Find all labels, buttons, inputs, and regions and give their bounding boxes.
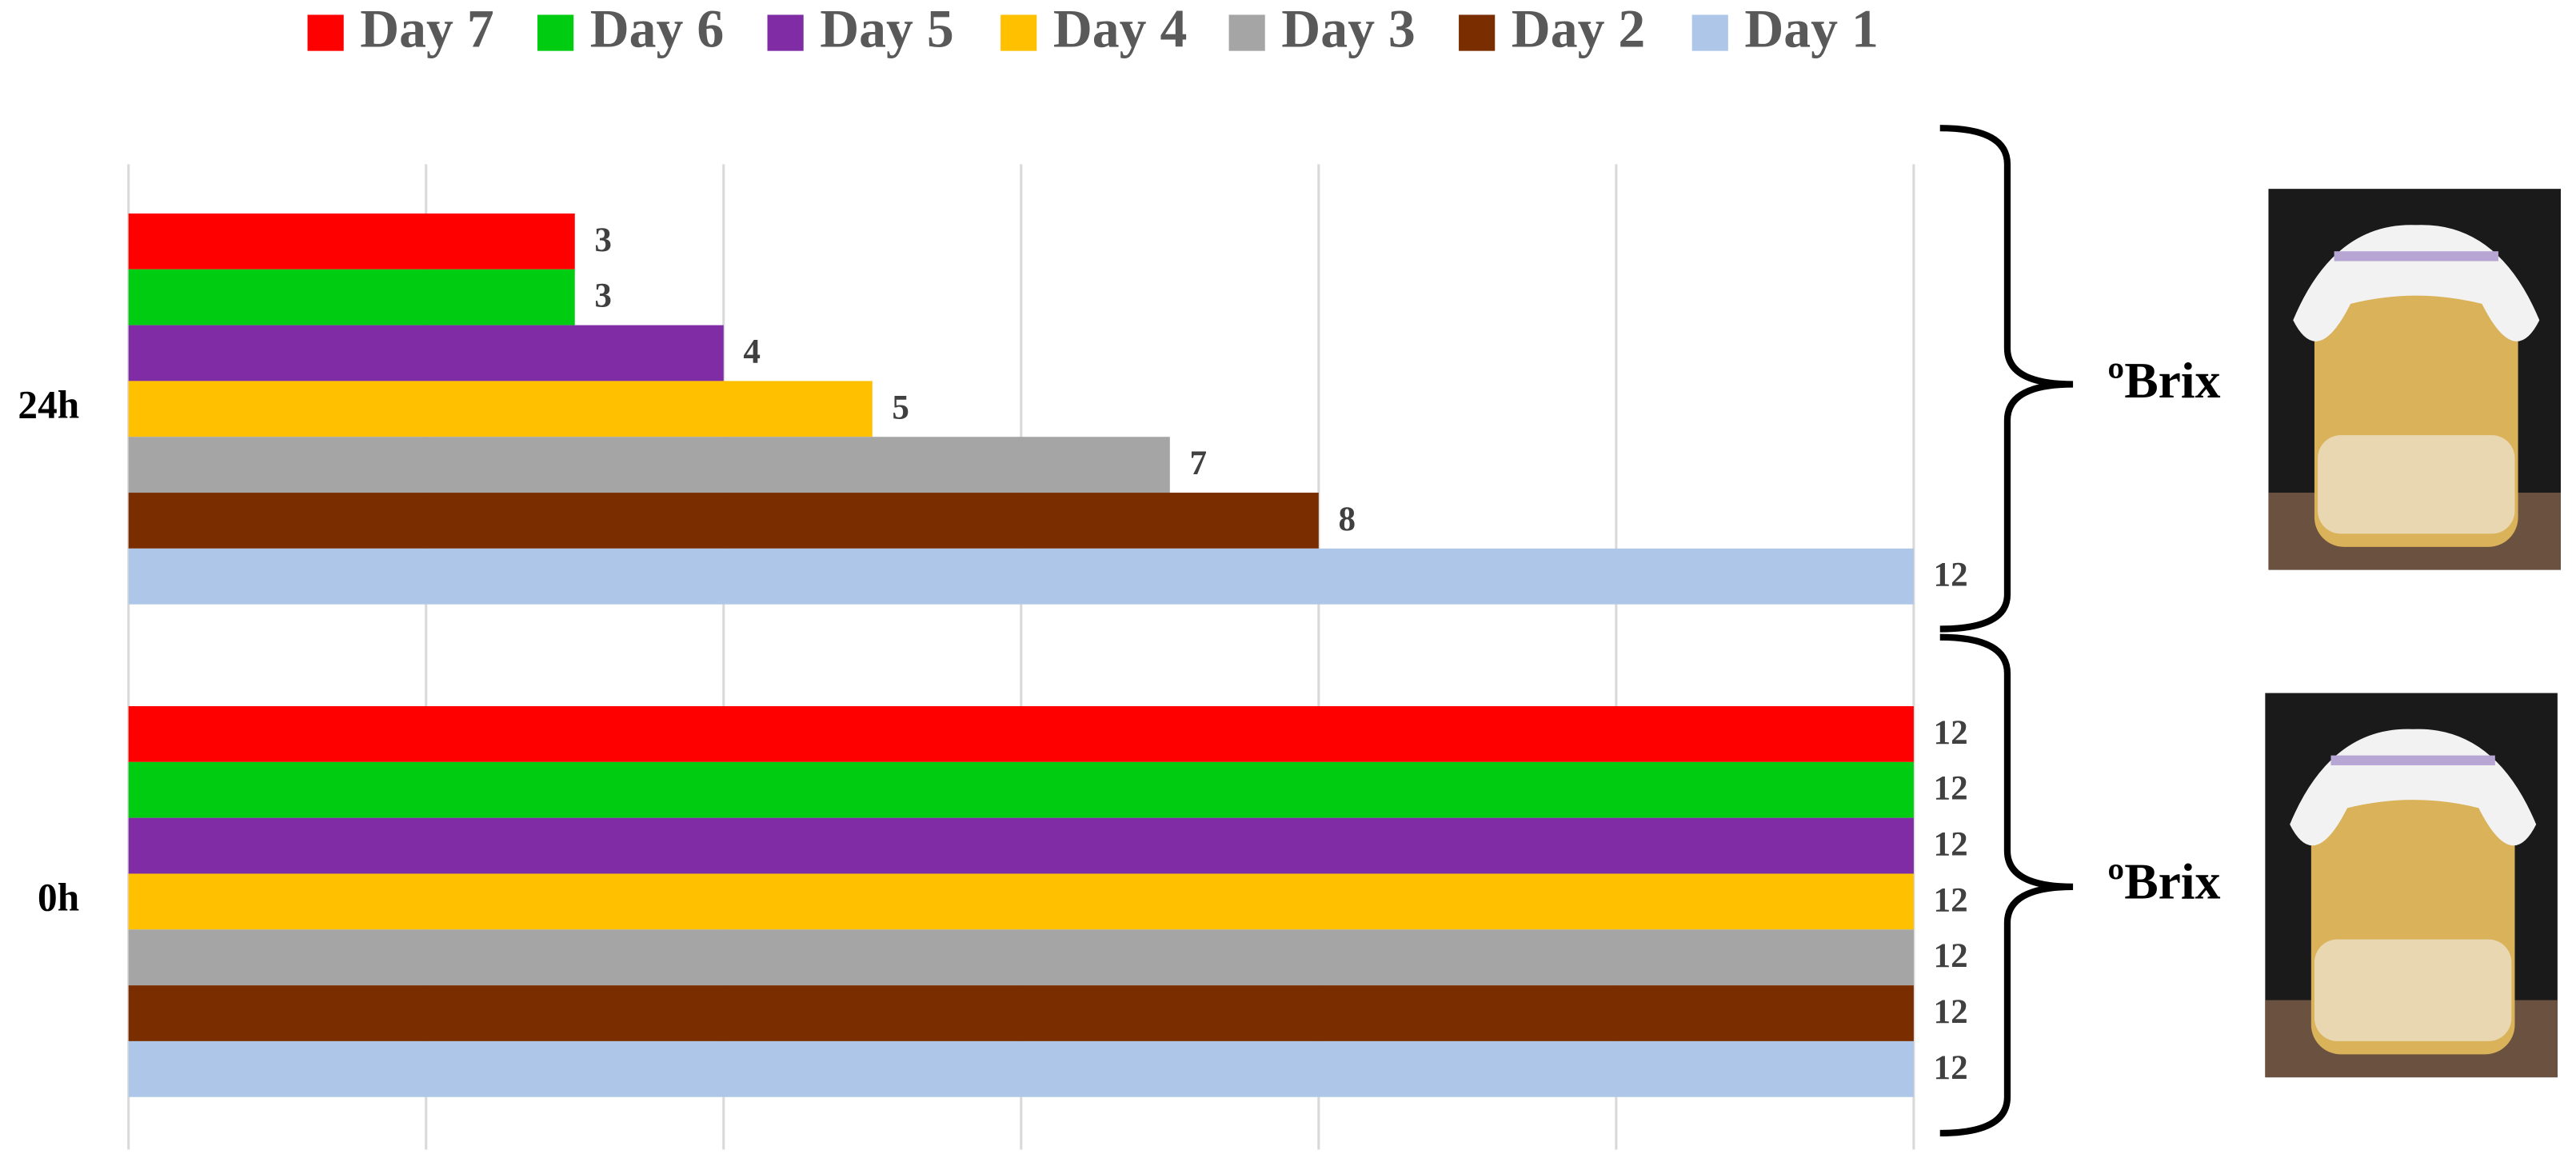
bar <box>128 269 575 325</box>
bar <box>128 548 1914 605</box>
data-label: 12 <box>1934 881 1968 919</box>
legend-swatch <box>1459 14 1496 51</box>
bar <box>128 325 724 381</box>
bar <box>128 213 575 270</box>
data-label: 12 <box>1934 993 1968 1031</box>
y-tick-label: 0h <box>38 876 79 920</box>
legend-label: Day 2 <box>1512 0 1646 59</box>
bar <box>128 437 1170 493</box>
bar <box>128 706 1914 762</box>
bar <box>128 873 1914 930</box>
data-label: 12 <box>1934 826 1968 864</box>
legend-label: Day 5 <box>820 0 954 59</box>
legend-label: Day 3 <box>1281 0 1416 59</box>
photo <box>2265 693 2558 1078</box>
legend-swatch <box>1691 14 1728 51</box>
data-label: 5 <box>892 389 909 426</box>
brace <box>1939 125 2074 1137</box>
data-label: 4 <box>743 333 761 370</box>
legend-swatch <box>1000 14 1037 51</box>
data-label: 12 <box>1934 714 1968 752</box>
data-label: 12 <box>1934 937 1968 975</box>
legend-label: Day 1 <box>1744 0 1879 59</box>
bar <box>128 381 873 437</box>
data-label: 7 <box>1189 445 1207 482</box>
legend-swatch <box>767 14 804 51</box>
legend-label: Day 4 <box>1053 0 1188 59</box>
photo <box>2268 189 2561 570</box>
bar <box>128 929 1914 986</box>
bar <box>128 1040 1914 1097</box>
bar <box>128 761 1914 818</box>
legend-swatch <box>537 14 574 51</box>
annotation: ºBrix <box>2107 352 2220 409</box>
data-label: 12 <box>1934 770 1968 808</box>
data-label: 8 <box>1338 501 1356 538</box>
data-label: 3 <box>594 278 612 315</box>
bar <box>128 493 1319 549</box>
y-tick-label: 24h <box>18 383 79 427</box>
annotation: ºBrix <box>2107 853 2220 910</box>
legend-swatch <box>1228 14 1265 51</box>
legend-label: Day 6 <box>590 0 725 59</box>
data-label: 3 <box>594 222 612 259</box>
bar <box>128 985 1914 1041</box>
legend-swatch <box>307 14 344 51</box>
legend-label: Day 7 <box>360 0 494 59</box>
data-label: 12 <box>1934 1049 1968 1087</box>
bar <box>128 817 1914 874</box>
data-label: 12 <box>1934 557 1968 594</box>
